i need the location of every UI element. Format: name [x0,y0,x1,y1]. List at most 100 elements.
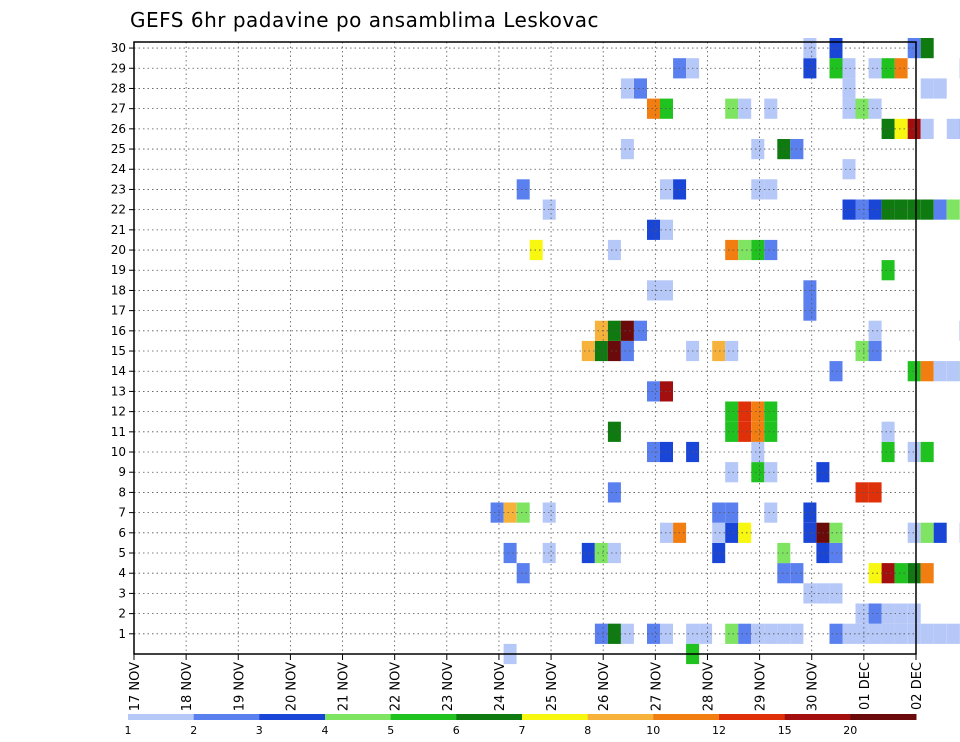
precip-cell [920,118,934,139]
precip-cell [907,623,921,644]
precip-cell [764,421,778,442]
precip-cell [894,623,908,644]
x-tick-label: 20 NOV [284,662,299,711]
chart-title: GEFS 6hr padavine po ansamblima Leskovac [130,8,599,32]
precip-cell [607,421,621,442]
precip-cell [751,462,765,483]
precip-cell [894,563,908,584]
precip-cell [751,179,765,200]
precip-cell [725,401,739,422]
precip-cell [764,401,778,422]
precip-cell [620,320,634,341]
precip-cell [725,462,739,483]
precip-cell [855,98,869,119]
precip-cell [751,401,765,422]
precip-cell [607,340,621,362]
y-tick-label: 1 [118,627,126,641]
x-tick-label: 01 DEC [858,662,873,710]
precip-cell [490,502,504,523]
colorbar-label: 5 [387,724,394,737]
precip-cell [842,78,856,99]
precip-cell [516,563,530,584]
x-tick-label: 29 NOV [754,662,769,711]
precip-cell [751,239,765,261]
colorbar-label: 6 [453,724,460,737]
y-tick-label: 8 [118,485,126,499]
precip-cell [503,542,517,564]
precip-cell [738,522,752,543]
precip-cell [855,603,869,624]
precip-cell [764,98,778,119]
precip-cell [581,542,595,564]
precip-cell [920,522,934,543]
colorbar-swatch [587,714,654,720]
y-tick-label: 3 [118,586,126,600]
precip-cell [907,522,921,543]
precip-cell [907,563,921,584]
x-tick-label: 17 NOV [128,662,143,711]
precip-cell [933,623,947,644]
x-tick-label: 18 NOV [180,662,195,711]
precip-cell [594,623,608,644]
precip-cell [894,58,908,79]
precip-cell [907,603,921,624]
y-tick-label: 29 [111,61,126,75]
precip-cell [868,340,882,362]
colorbar-swatch [456,714,523,720]
precip-cell [881,421,895,442]
colorbar-swatch [784,714,851,720]
precip-cell [920,38,934,59]
y-tick-label: 2 [118,607,126,621]
colorbar-label: 7 [519,724,526,737]
precip-cell [647,98,660,119]
x-tick-label: 28 NOV [701,662,716,711]
precip-cell [907,118,921,139]
precip-cell [868,199,882,220]
precip-cell [907,361,921,382]
precip-cell [881,623,895,644]
precip-cell [725,623,739,644]
precip-cell [764,623,778,644]
y-tick-label: 24 [111,162,126,176]
x-tick-label: 02 DEC [910,662,925,710]
precip-cell [738,623,752,644]
precip-cell [607,542,621,564]
y-tick-label: 28 [111,81,126,95]
precip-cell [647,219,660,240]
y-tick-label: 9 [118,465,126,479]
precip-cell [881,260,895,281]
colorbar-label: 1 [125,724,132,737]
precip-cell [855,340,869,362]
y-tick-label: 14 [111,364,126,378]
precip-cell [842,58,856,79]
precip-cell [725,98,739,119]
precip-cell [738,239,752,261]
x-tick-label: 26 NOV [597,662,612,711]
precip-cell [894,118,908,139]
y-tick-label: 27 [111,102,126,116]
x-tick-label: 19 NOV [232,662,247,711]
y-tick-label: 30 [111,41,126,55]
y-tick-label: 15 [111,344,126,358]
precip-cell [868,98,882,119]
precip-cell [920,199,934,220]
precip-cell [855,482,869,503]
precip-cell [725,522,739,543]
precip-cell [946,623,960,644]
x-tick-label: 22 NOV [389,662,404,711]
precip-cell [764,179,778,200]
precip-cell [881,603,895,624]
precip-cell [920,563,934,584]
precip-cell [516,179,530,200]
precip-cell [751,139,765,160]
precip-cell [607,320,621,341]
precip-cell [920,441,934,463]
precip-cell [868,603,882,624]
y-tick-label: 4 [118,566,126,580]
precip-cell [647,623,660,644]
y-tick-label: 23 [111,182,126,196]
precip-cell [946,199,960,220]
precip-cell [855,623,869,644]
colorbar-swatch [719,714,786,720]
precip-cell [933,361,947,382]
